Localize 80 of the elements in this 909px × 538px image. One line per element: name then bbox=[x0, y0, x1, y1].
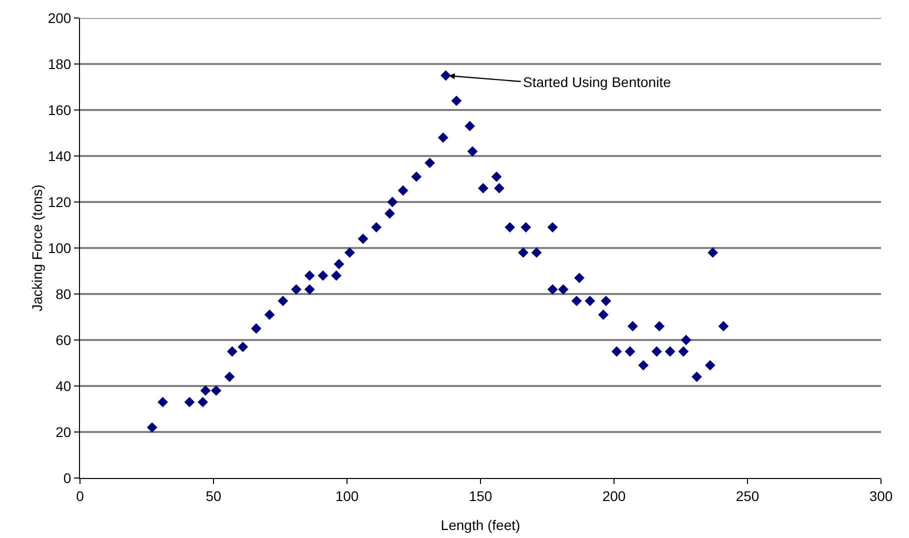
point bbox=[518, 247, 528, 258]
point bbox=[384, 208, 395, 219]
point bbox=[251, 323, 262, 334]
y-tick-label: 160 bbox=[48, 102, 72, 118]
point bbox=[184, 396, 195, 408]
point bbox=[146, 422, 158, 433]
point bbox=[491, 172, 502, 182]
x-tick-label: 250 bbox=[736, 488, 760, 504]
point bbox=[387, 196, 398, 208]
point bbox=[664, 346, 676, 357]
point bbox=[547, 222, 558, 232]
point bbox=[358, 234, 368, 244]
point bbox=[438, 132, 448, 143]
point bbox=[398, 185, 408, 196]
point bbox=[520, 222, 532, 232]
y-tick-label: 120 bbox=[48, 194, 72, 210]
point bbox=[574, 272, 584, 284]
point bbox=[652, 346, 662, 357]
point bbox=[344, 247, 355, 258]
point bbox=[278, 296, 288, 306]
point bbox=[440, 70, 451, 81]
y-tick-label: 40 bbox=[56, 378, 72, 394]
point bbox=[371, 222, 382, 232]
point bbox=[478, 183, 488, 194]
y-tick-label: 140 bbox=[48, 148, 72, 164]
x-tick-label: 50 bbox=[206, 488, 222, 504]
point bbox=[531, 247, 542, 258]
y-tick-label: 60 bbox=[56, 332, 72, 348]
point bbox=[318, 270, 328, 281]
x-tick-label: 200 bbox=[602, 488, 626, 504]
point bbox=[494, 183, 504, 194]
y-tick-label: 180 bbox=[48, 56, 72, 72]
point bbox=[238, 342, 248, 352]
point bbox=[584, 296, 596, 306]
point bbox=[704, 360, 716, 370]
y-tick-label: 0 bbox=[63, 470, 72, 486]
point bbox=[464, 120, 476, 132]
point bbox=[638, 360, 649, 370]
point bbox=[624, 346, 636, 357]
point bbox=[692, 372, 702, 382]
point bbox=[451, 96, 462, 106]
point bbox=[304, 284, 315, 295]
point bbox=[424, 158, 435, 168]
point bbox=[611, 346, 622, 357]
y-axis-title: Jacking Force (tons) bbox=[29, 184, 45, 312]
x-tick-label: 300 bbox=[869, 488, 893, 504]
point bbox=[708, 247, 718, 258]
point bbox=[291, 284, 302, 295]
point bbox=[226, 346, 238, 357]
point bbox=[504, 222, 516, 232]
point bbox=[678, 346, 689, 357]
point bbox=[198, 396, 208, 408]
x-tick-label: 100 bbox=[335, 488, 359, 504]
y-tick-label: 200 bbox=[48, 10, 72, 26]
point bbox=[224, 372, 235, 382]
point bbox=[558, 284, 568, 295]
point bbox=[600, 296, 612, 306]
point bbox=[598, 310, 609, 320]
point bbox=[264, 310, 275, 320]
y-tick-label: 20 bbox=[56, 424, 72, 440]
point bbox=[718, 321, 729, 332]
x-tick-label: 150 bbox=[468, 488, 492, 504]
point bbox=[210, 385, 222, 396]
point bbox=[627, 321, 638, 332]
x-tick-label: 0 bbox=[76, 488, 84, 504]
point bbox=[680, 334, 692, 346]
point bbox=[571, 296, 582, 306]
point bbox=[158, 396, 168, 408]
annotation: Started Using Bentonite bbox=[523, 74, 672, 90]
point bbox=[654, 321, 665, 332]
point bbox=[411, 172, 422, 182]
point bbox=[467, 146, 478, 157]
x-axis-title: Length (feet) bbox=[440, 517, 520, 533]
point bbox=[200, 385, 211, 396]
y-tick-label: 80 bbox=[56, 286, 72, 302]
point bbox=[334, 258, 344, 270]
point bbox=[547, 284, 558, 295]
y-tick-label: 100 bbox=[48, 240, 72, 256]
point bbox=[304, 270, 315, 281]
point bbox=[331, 270, 342, 281]
